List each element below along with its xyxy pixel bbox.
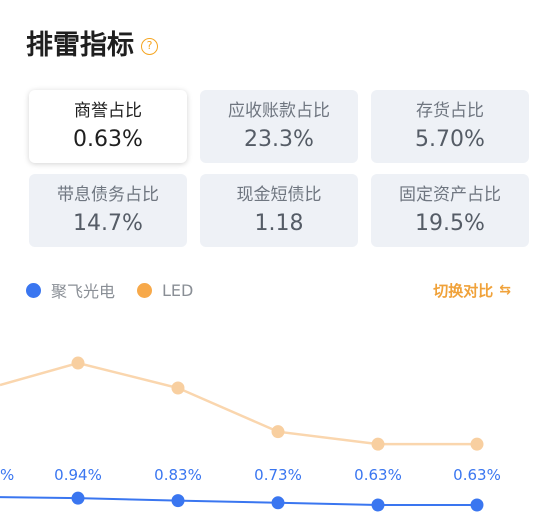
switch-compare-button[interactable]: 切换对比 ⇆ (433, 278, 511, 302)
led-point (171, 381, 185, 395)
company-point (470, 498, 484, 512)
legend-item-company[interactable]: 聚飞光电 (26, 278, 115, 302)
company-data-label: 0.63% (354, 466, 402, 484)
metric-value: 0.63% (73, 126, 143, 152)
legend-dot-industry (137, 282, 153, 298)
legend-item-industry[interactable]: LED (137, 281, 193, 300)
company-line (0, 496, 477, 506)
company-point (271, 496, 285, 510)
metric-grid: 商誉占比 0.63% 应收账款占比 23.3% 存货占比 5.70% 带息债务占… (29, 90, 529, 247)
metric-label: 商誉占比 (74, 100, 142, 121)
metric-label: 现金短债比 (236, 184, 322, 205)
led-line (0, 361, 477, 446)
metric-value: 1.18 (254, 210, 304, 236)
metric-value: 14.7% (73, 210, 143, 236)
metric-card-cash-short-debt[interactable]: 现金短债比 1.18 (200, 174, 358, 247)
metric-value: 23.3% (244, 126, 314, 152)
legend-label: 聚飞光电 (51, 282, 116, 301)
legend-dot-company (26, 282, 41, 298)
section-title: 排雷指标 ? (26, 26, 158, 66)
company-data-label: % (0, 466, 14, 484)
metric-card-interest-debt[interactable]: 带息债务占比 14.7% (29, 174, 187, 247)
section-title-text: 排雷指标 (26, 30, 134, 61)
company-point (171, 494, 185, 508)
data-labels: % 0.94% 0.83% 0.73% 0.63% 0.63% (0, 466, 501, 484)
company-point (371, 498, 385, 512)
led-point (71, 356, 85, 370)
metric-card-inventory[interactable]: 存货占比 5.70% (371, 90, 529, 163)
metric-label: 应收账款占比 (228, 100, 330, 121)
metric-value: 19.5% (415, 210, 485, 236)
company-point (71, 491, 85, 505)
company-data-label: 0.83% (154, 466, 202, 484)
led-point (271, 425, 285, 439)
led-point (371, 437, 385, 451)
company-data-label: 0.73% (254, 466, 302, 484)
company-data-label: 0.63% (453, 466, 501, 484)
metric-card-fixed-assets[interactable]: 固定资产占比 19.5% (371, 174, 529, 247)
company-series (0, 491, 484, 512)
switch-compare-label: 切换对比 (433, 281, 494, 300)
metric-label: 固定资产占比 (399, 184, 501, 205)
metric-value: 5.70% (415, 126, 485, 152)
metric-label: 存货占比 (416, 100, 484, 121)
company-data-label: 0.94% (54, 466, 102, 484)
trend-chart: % 0.94% 0.83% 0.73% 0.63% 0.63% (0, 356, 501, 512)
led-point (470, 437, 484, 451)
metric-card-receivables[interactable]: 应收账款占比 23.3% (200, 90, 358, 163)
legend-label: LED (162, 280, 194, 300)
led-series (0, 356, 484, 451)
metric-card-goodwill[interactable]: 商誉占比 0.63% (29, 90, 187, 163)
question-circle-icon[interactable]: ? (141, 37, 158, 55)
metric-label: 带息债务占比 (57, 184, 159, 205)
chart-legend: 聚飞光电 LED (26, 278, 215, 302)
switch-icon: ⇆ (499, 282, 511, 298)
